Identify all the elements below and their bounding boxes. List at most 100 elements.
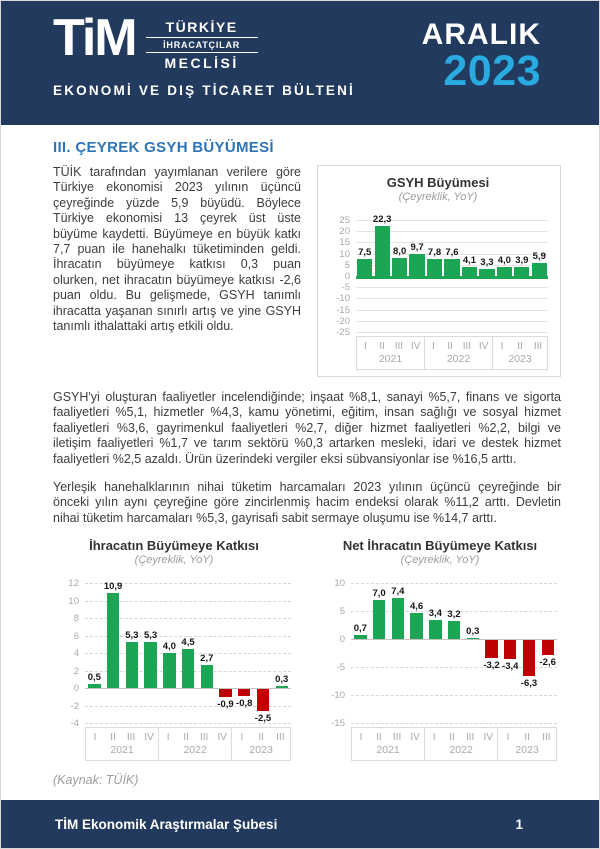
- y-axis-tick-label: -10: [331, 690, 345, 702]
- bar-slot: 7,8: [426, 220, 443, 332]
- bar: [461, 266, 478, 276]
- bar-slot: 10,9: [104, 581, 123, 723]
- x-axis-quarter-label: III: [392, 732, 402, 744]
- bar-value-label: -2,6: [539, 656, 556, 668]
- bar: [522, 640, 536, 676]
- gridline: [85, 723, 291, 725]
- bar-value-label: 0,3: [275, 673, 289, 685]
- x-axis-year-label: 2022: [446, 353, 471, 365]
- bar: [391, 258, 408, 276]
- page-content: III. ÇEYREK GSYH BÜYÜMESİ TÜİK tarafında…: [1, 125, 599, 787]
- bar-value-label: 0,3: [466, 625, 480, 637]
- x-axis-quarter-label: III: [126, 732, 136, 744]
- bar-slot: 3,3: [478, 220, 495, 332]
- chart-export-contribution: İhracatın Büyümeye Katkısı (Çeyreklik, Y…: [53, 538, 295, 769]
- x-axis-quarter-label: I: [93, 732, 97, 744]
- y-axis-tick-label: -15: [331, 718, 345, 730]
- bar-slot: 7,4: [388, 583, 407, 723]
- bar-slot: -0,9: [216, 583, 235, 723]
- x-axis-quarter-label: II: [183, 732, 189, 744]
- issue-month: ARALIK: [421, 18, 541, 51]
- bar: [409, 254, 425, 276]
- header-left: TiM TÜRKİYE İHRACATÇILAR MECLİSİ EKONOMİ…: [53, 12, 355, 115]
- logo-stack-line-1: TÜRKİYE: [165, 19, 238, 35]
- bar-slot: 4,1: [461, 220, 478, 332]
- bar-value-label: -2,5: [254, 713, 272, 725]
- gridline: [351, 723, 557, 725]
- x-axis-year-group: I II III IV 2022: [158, 728, 231, 761]
- y-axis-tick-label: 8: [73, 613, 79, 625]
- contribution-charts-row: İhracatın Büyümeye Katkısı (Çeyreklik, Y…: [53, 538, 561, 769]
- x-axis-quarter-label: II: [258, 732, 264, 744]
- gridline: [356, 220, 548, 221]
- paragraph-consumption: Yerleşik hanehalklarının nihai tüketim h…: [53, 480, 561, 525]
- x-axis-quarter-label: II: [449, 732, 455, 744]
- x-axis-quarter-label: IV: [144, 732, 154, 744]
- gridline: [356, 242, 548, 244]
- tim-logo: TiM TÜRKİYE İHRACATÇILAR MECLİSİ: [53, 12, 355, 71]
- bar-slot: 0,5: [85, 583, 104, 723]
- chart-x-axis: I II III IV 2021 I II III IV 2022 I II III 2023: [85, 727, 291, 762]
- bar-slot: -6,3: [520, 583, 539, 723]
- x-axis-quarter-label: II: [517, 341, 523, 352]
- bar-slot: 3,4: [426, 583, 445, 723]
- x-axis-quarter-label: III: [276, 732, 285, 744]
- bar-value-label: 7,6: [445, 246, 459, 258]
- bar-value-label: 5,3: [125, 629, 139, 641]
- bar: [200, 664, 213, 689]
- bar-slot: 7,5: [356, 220, 373, 332]
- logo-stack-line-3: MECLİSİ: [145, 52, 258, 71]
- page-number: 1: [515, 816, 523, 832]
- bar: [354, 635, 367, 640]
- issue-year: 2023: [443, 46, 541, 95]
- x-axis-quarter-label: II: [376, 732, 382, 744]
- section-title: III. ÇEYREK GSYH BÜYÜMESİ: [53, 139, 274, 156]
- x-axis-quarter-label: III: [200, 732, 209, 744]
- bar-slot: 0,3: [463, 583, 482, 723]
- x-axis-quarter-row: I II III IV: [352, 728, 424, 744]
- x-axis-quarter-row: I II III IV: [425, 728, 497, 744]
- y-axis-tick-label: -10: [336, 293, 350, 305]
- chart-plot-area: 25 20 15 10 5 0 -5 -10 -15 -20 -25 7,5 22,3 8,0 9,7 7,8…: [336, 214, 548, 338]
- x-axis-quarter-label: IV: [483, 732, 493, 744]
- y-axis-tick-label: 0: [73, 683, 79, 695]
- chart-title: GSYH Büyümesi: [386, 175, 490, 190]
- footer: TİM Ekonomik Araştırmalar Şubesi 1: [1, 800, 599, 848]
- chart-title: Net İhracatın Büyümeye Katkısı: [342, 538, 538, 554]
- bar-slot: 4,5: [179, 583, 198, 723]
- y-axis-tick-label: -5: [336, 662, 345, 674]
- bar: [541, 640, 554, 655]
- gridline: [85, 618, 291, 620]
- zero-gridline: [356, 276, 548, 279]
- x-axis-quarter-label: II: [524, 732, 530, 744]
- issue-date: ARALIK 2023: [422, 15, 541, 115]
- x-axis-year-label: 2022: [183, 744, 207, 757]
- bar-slot: 5,3: [122, 583, 141, 723]
- gridline: [356, 298, 548, 300]
- gridline: [85, 583, 291, 585]
- x-axis-quarter-label: III: [462, 341, 472, 352]
- chart-gsyh-growth: GSYH Büyümesi (Çeyreklik, YoY) 25 20 15 10 5…: [317, 165, 561, 377]
- bar-slot: 2,7: [197, 583, 216, 723]
- y-axis-tick-label: -15: [336, 304, 350, 316]
- bar-value-label: 3,9: [515, 255, 529, 267]
- x-axis-year-group: I II III 2023: [492, 337, 547, 369]
- bar-value-label: 2,7: [200, 652, 214, 664]
- bar: [531, 262, 547, 276]
- zero-gridline: [351, 639, 557, 641]
- footer-department: TİM Ekonomik Araştırmalar Şubesi: [55, 816, 278, 832]
- gridline: [356, 309, 548, 311]
- bars-container: 0,5 10,9 5,3 5,3 4,0 4,5 2,7 -0,9 -0,8 -2,5 0,3: [85, 581, 291, 725]
- y-axis-tick-label: 12: [68, 578, 79, 590]
- x-axis-year-label: 2022: [449, 744, 473, 757]
- x-axis-year-group: I II III IV 2022: [424, 337, 492, 369]
- bar: [514, 267, 530, 276]
- header: TiM TÜRKİYE İHRACATÇILAR MECLİSİ EKONOMİ…: [1, 1, 599, 125]
- y-axis-tick-label: -25: [336, 327, 350, 338]
- gridline: [85, 600, 291, 602]
- chart-x-axis: I II III IV 2021 I II III IV 2022 I II III 2023: [356, 336, 548, 370]
- bar-value-label: 8,0: [393, 246, 407, 258]
- bar: [125, 641, 139, 689]
- y-axis-tick-label: 10: [334, 578, 345, 590]
- y-axis-tick-label: 5: [344, 259, 350, 271]
